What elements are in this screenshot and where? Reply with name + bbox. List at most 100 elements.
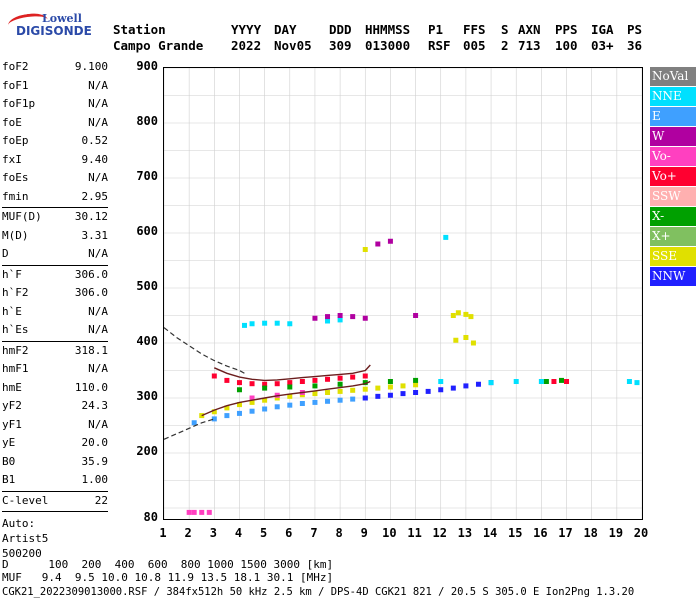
param-row: MUF(D) 30.12	[2, 208, 108, 227]
x-tick-label: 5	[260, 526, 268, 540]
legend-item: SSW	[650, 187, 696, 206]
data-point	[274, 320, 280, 326]
data-point	[312, 391, 318, 397]
auto-label: Auto:	[2, 517, 36, 530]
data-point	[387, 384, 393, 390]
param-key: foEp	[2, 134, 29, 147]
param-key: hmF1	[2, 362, 29, 375]
x-tick-label: 3	[209, 526, 217, 540]
data-point	[413, 377, 419, 383]
param-value: 2.95	[81, 189, 109, 203]
legend-item: X-	[650, 207, 696, 226]
params-block-1: foF2 9.100 foF1 N/A foF1p N/A foE N/A foEp 0.52 fx…	[2, 58, 108, 206]
dashed-curve-upper	[163, 327, 245, 374]
x-tick-label: 19	[608, 526, 624, 540]
logo-line2: DIGISONDE	[16, 24, 92, 38]
data-point	[337, 388, 343, 394]
data-point	[287, 393, 293, 399]
data-point	[538, 379, 544, 384]
data-point	[362, 247, 368, 252]
data-point	[438, 379, 444, 384]
data-point	[299, 401, 305, 406]
param-value: N/A	[88, 115, 108, 129]
data-point	[236, 402, 242, 408]
hdr-ps-val: 36	[627, 38, 643, 53]
param-row-clevel: C-level 22	[2, 492, 108, 511]
hdr-hhmmss: HHMMSS	[365, 22, 411, 37]
param-value: N/A	[88, 362, 108, 375]
param-value: 110.0	[74, 380, 108, 394]
data-point	[634, 380, 640, 386]
x-tick-label: 12	[432, 526, 447, 540]
data-point	[470, 340, 476, 346]
y-tick-label: 80	[143, 510, 158, 524]
param-value: N/A	[88, 78, 108, 92]
divider	[2, 340, 108, 342]
param-row: h`F2 306.0	[2, 284, 108, 303]
params-block-3: h`F 306.0 h`F2 306.0 h`E N/A h`Es N/A	[2, 266, 108, 340]
param-row: h`E N/A	[2, 303, 108, 322]
data-point	[236, 387, 242, 393]
data-point	[249, 399, 255, 405]
param-key: C-level	[2, 493, 49, 507]
data-point	[249, 381, 255, 387]
data-point	[488, 380, 494, 386]
divider	[2, 490, 108, 492]
param-key: foF1p	[2, 97, 36, 110]
data-point	[558, 377, 564, 383]
header-row1: Station YYYY DAY DDD HHMMSS P1 FFS S AXN…	[113, 22, 642, 217]
data-point	[350, 396, 356, 402]
y-tick-label: 700	[136, 169, 158, 183]
param-key: foE	[2, 115, 22, 129]
data-point	[224, 413, 230, 419]
data-point	[438, 387, 444, 393]
param-value: N/A	[88, 97, 108, 110]
data-point	[262, 385, 268, 391]
data-point	[375, 241, 381, 247]
param-value: 30.12	[74, 210, 108, 223]
param-value: N/A	[88, 304, 108, 318]
x-tick-label: 16	[533, 526, 548, 540]
param-value: N/A	[88, 417, 108, 431]
muf-value-row: MUF 9.4 9.5 10.0 10.8 11.9 13.5 18.1 30.…	[2, 571, 334, 584]
parameter-panel: foF2 9.100 foF1 N/A foF1p N/A foE N/A foEp 0.52 fx…	[2, 58, 108, 561]
hdr-hhmmss-val: 013000	[365, 38, 411, 53]
data-point	[199, 509, 205, 515]
hdr-day: DAY	[274, 22, 297, 37]
param-key: yF2	[2, 399, 22, 412]
data-point	[287, 384, 293, 390]
x-tick-label: 6	[285, 526, 293, 540]
data-point	[191, 509, 197, 515]
param-value: 318.1	[74, 343, 108, 357]
data-point	[249, 408, 255, 414]
hdr-station: Station	[113, 22, 166, 37]
data-point	[325, 318, 331, 324]
legend-item: W	[650, 127, 696, 146]
legend-item: Vo-	[650, 147, 696, 166]
param-row: foF1 N/A	[2, 77, 108, 96]
data-point	[375, 385, 381, 391]
data-point	[450, 313, 456, 318]
footer-info: CGK21_2022309013000.RSF / 384fx512h 50 k…	[2, 586, 635, 598]
data-point	[463, 383, 469, 389]
dashed-curve-lower	[163, 418, 215, 440]
legend-item: E	[650, 107, 696, 126]
data-point	[362, 386, 368, 392]
param-row: foF1p N/A	[2, 95, 108, 114]
legend-item: NNW	[650, 267, 696, 286]
param-key: h`Es	[2, 323, 29, 336]
param-row: foE N/A	[2, 114, 108, 133]
x-tick-label: 18	[583, 526, 598, 540]
hdr-station-val: Campo Grande	[113, 38, 204, 53]
data-point	[312, 399, 318, 405]
param-value: N/A	[88, 171, 108, 184]
y-tick-label: 400	[136, 334, 158, 348]
hdr-axn: AXN	[518, 22, 541, 37]
data-point	[453, 337, 459, 343]
data-point	[400, 383, 406, 389]
data-point	[362, 373, 368, 379]
param-row: hmE 110.0	[2, 379, 108, 398]
data-point	[551, 379, 557, 384]
param-value: N/A	[88, 247, 108, 260]
hdr-s-val: 2	[501, 38, 509, 53]
